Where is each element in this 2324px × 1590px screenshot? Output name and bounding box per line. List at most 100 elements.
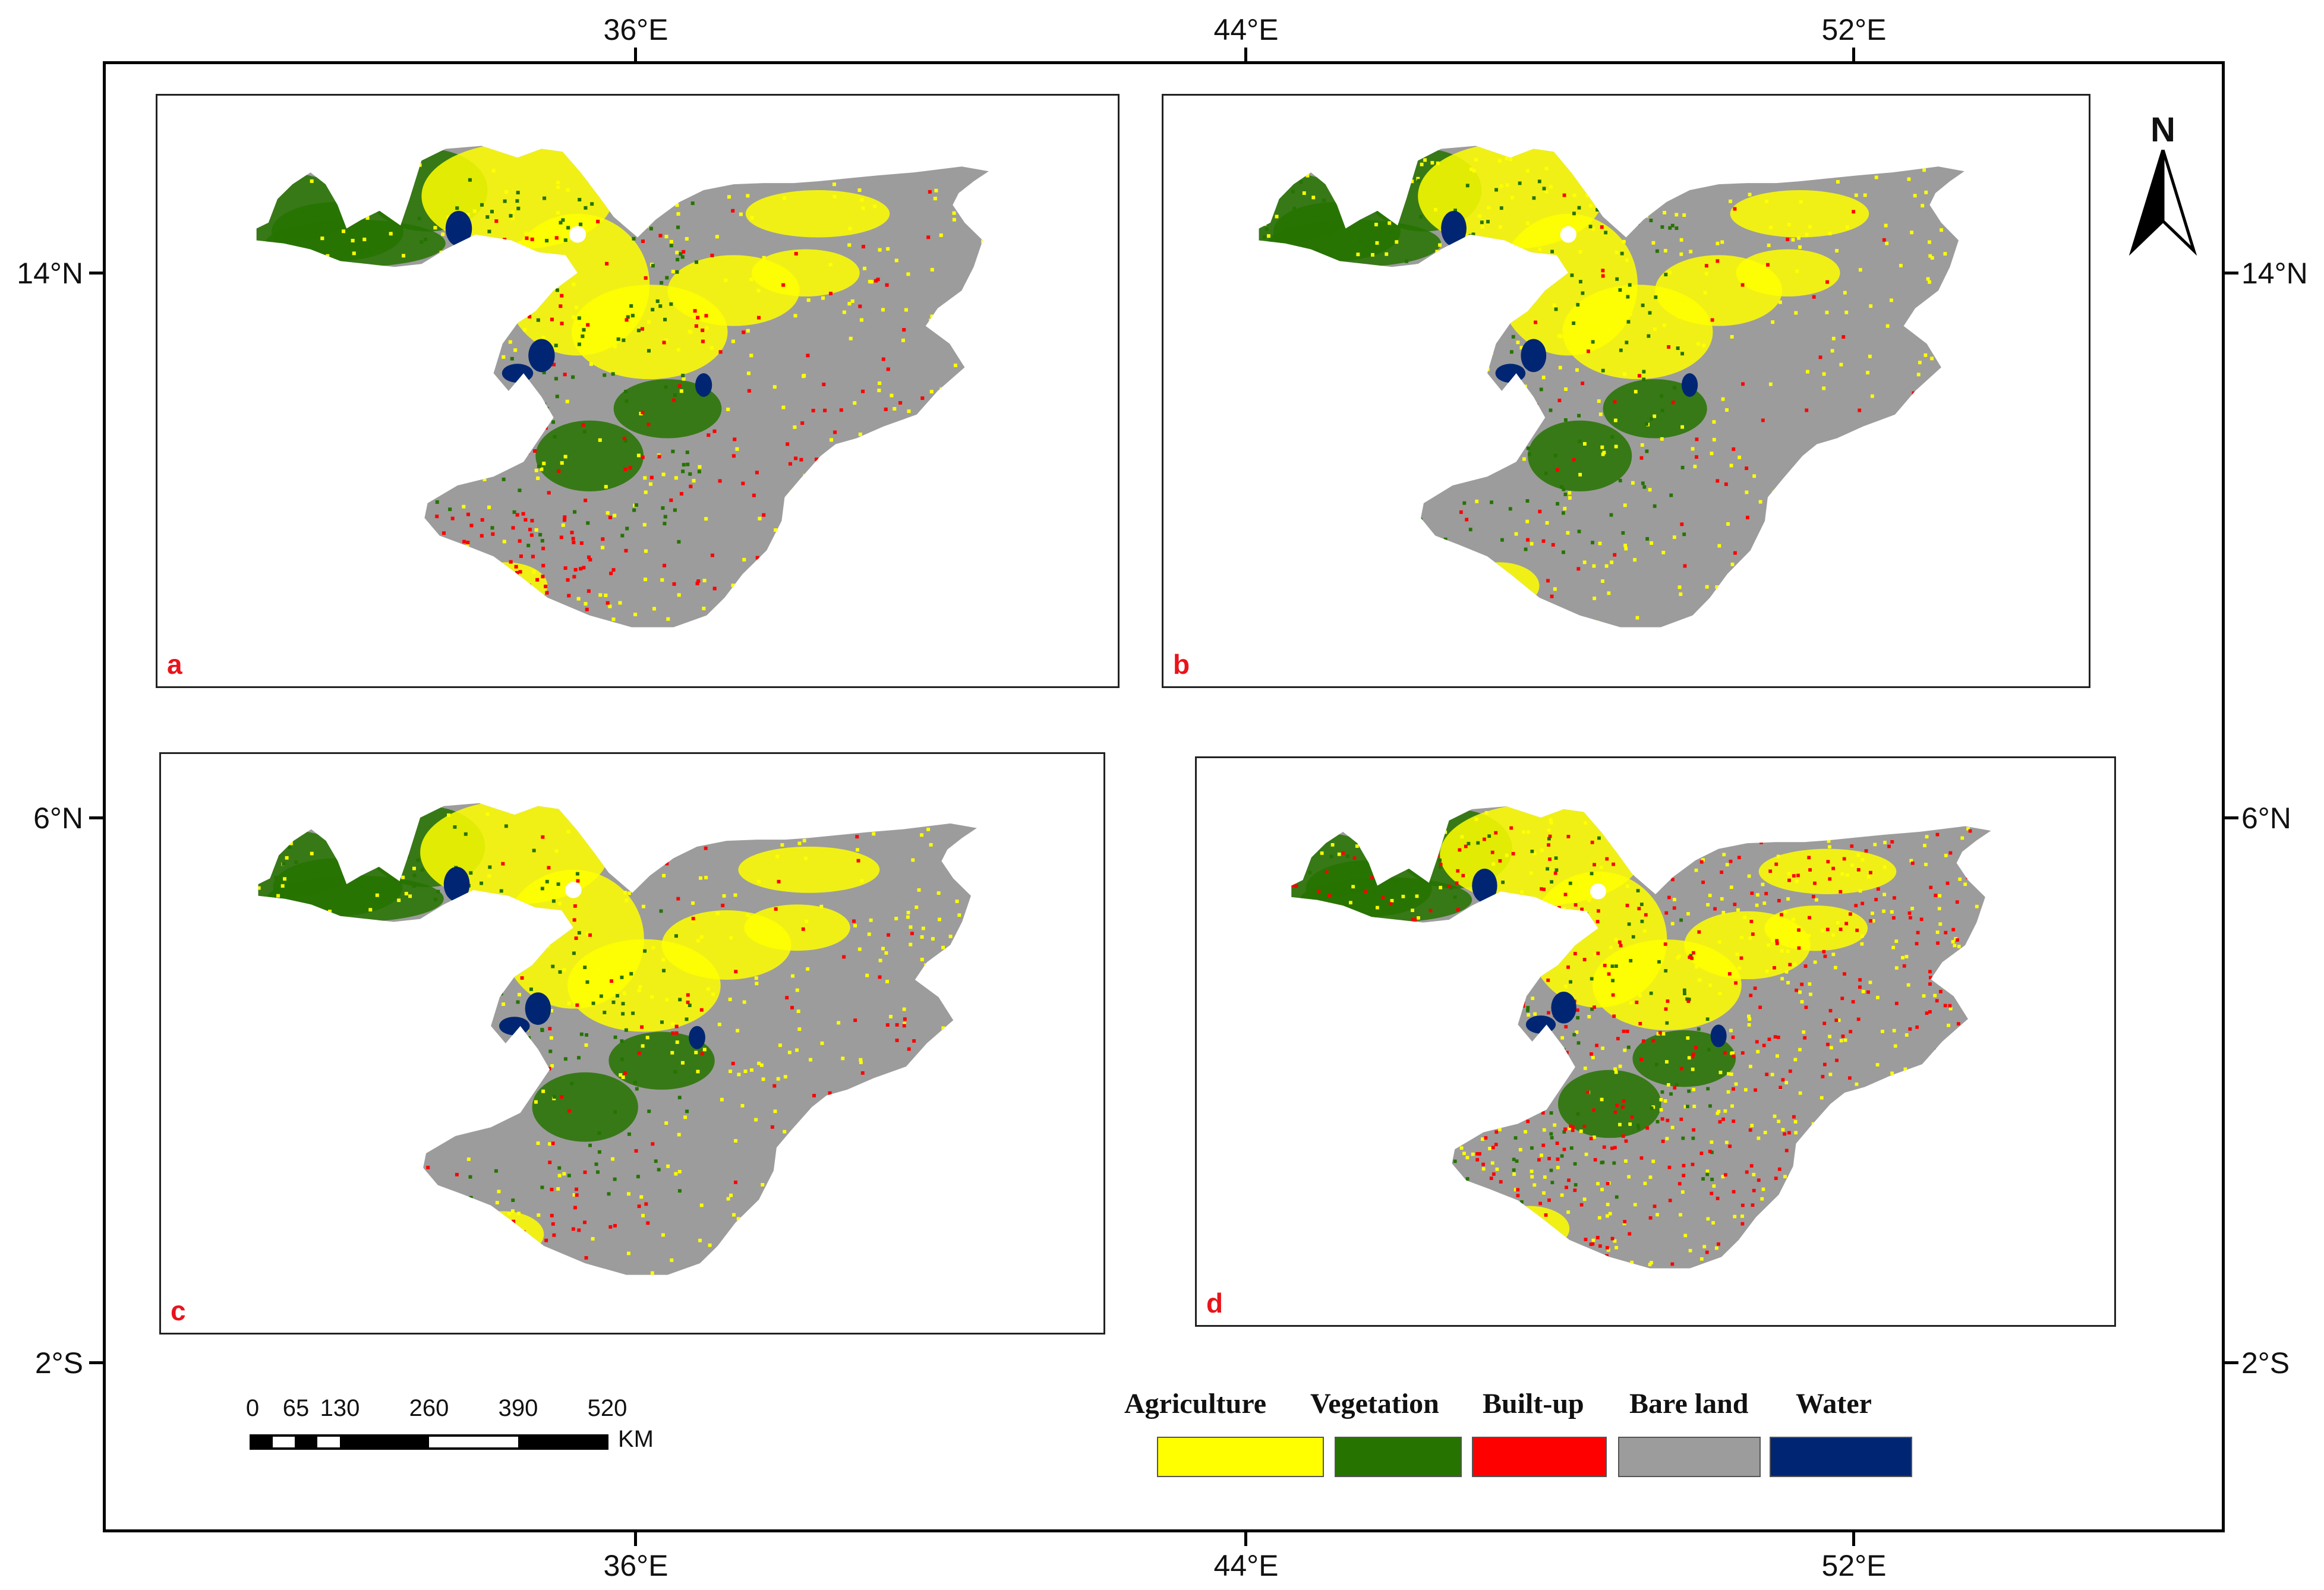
built-up-pixel	[1745, 1253, 1749, 1256]
agriculture-pixel	[360, 988, 364, 992]
agriculture-pixel	[1315, 995, 1319, 999]
built-up-pixel	[822, 382, 826, 386]
agriculture-pixel	[934, 188, 938, 193]
built-up-pixel	[1671, 400, 1675, 405]
agriculture-pixel	[1951, 940, 1955, 944]
vegetation-pixel	[1649, 219, 1653, 223]
built-up-pixel	[1784, 1218, 1788, 1222]
vegetation-pixel	[329, 380, 333, 384]
agriculture-pixel	[1960, 1188, 1964, 1192]
built-up-pixel	[1317, 889, 1321, 894]
agriculture-pixel	[909, 942, 913, 947]
agriculture-pixel	[1825, 310, 1829, 314]
built-up-pixel	[457, 562, 461, 566]
built-up-pixel	[1371, 1056, 1376, 1060]
map-frame	[103, 61, 2225, 1532]
built-up-pixel	[1456, 869, 1460, 873]
agriculture-pixel	[1912, 539, 1916, 543]
vegetation-pixel	[588, 1143, 592, 1147]
built-up-pixel	[1516, 1188, 1520, 1192]
agriculture-pixel	[1806, 1252, 1809, 1256]
agriculture-pixel	[1702, 1245, 1707, 1249]
built-up-pixel	[554, 236, 559, 240]
built-up-pixel	[616, 182, 620, 186]
built-up-pixel	[1668, 866, 1672, 870]
built-up-pixel	[1734, 981, 1738, 985]
vegetation-pixel	[265, 461, 269, 465]
agriculture-pixel	[1718, 1071, 1723, 1074]
agriculture-pixel	[441, 232, 445, 236]
agriculture-pixel	[1811, 1122, 1815, 1126]
agriculture-pixel	[806, 967, 810, 971]
built-up-pixel	[1418, 848, 1421, 851]
vegetation-pixel	[1375, 971, 1379, 975]
built-up-pixel	[1481, 1199, 1485, 1203]
built-up-pixel	[1543, 1097, 1547, 1101]
vegetation-pixel	[647, 1109, 651, 1113]
agriculture-pixel	[1623, 503, 1627, 507]
vegetation-pixel	[1397, 1048, 1401, 1052]
agriculture-pixel	[1868, 1257, 1872, 1260]
agriculture-pixel	[1850, 863, 1854, 867]
vegetation-pixel	[1628, 283, 1632, 287]
agriculture-pixel	[273, 1258, 278, 1263]
built-up-pixel	[1942, 1224, 1946, 1228]
vegetation-pixel	[374, 900, 378, 904]
built-up-pixel	[586, 555, 591, 559]
vegetation-pixel	[295, 1081, 299, 1084]
agriculture-pixel	[623, 818, 627, 822]
vegetation-pixel	[1479, 984, 1483, 988]
agriculture-pixel	[1556, 1166, 1560, 1169]
agriculture-pixel	[1434, 1253, 1438, 1257]
built-up-pixel	[1776, 1200, 1780, 1204]
agriculture-pixel	[1526, 221, 1530, 225]
built-up-pixel	[1544, 1213, 1548, 1217]
agriculture-pixel	[1582, 560, 1587, 564]
vegetation-pixel	[1621, 851, 1625, 855]
vegetation-pixel	[367, 248, 371, 253]
vegetation-pixel	[1292, 206, 1296, 210]
vegetation-pixel	[406, 319, 411, 323]
built-up-pixel	[548, 1027, 552, 1031]
agriculture-pixel	[863, 580, 867, 584]
agriculture-pixel	[965, 410, 969, 414]
agriculture-pixel	[739, 212, 743, 216]
agriculture-pixel	[1868, 625, 1872, 627]
agriculture-pixel	[502, 1002, 506, 1006]
agriculture-pixel	[1941, 488, 1945, 493]
agriculture-pixel	[1460, 835, 1464, 839]
agriculture-pixel	[1494, 940, 1499, 944]
agriculture-pixel	[1651, 241, 1656, 245]
agriculture-pixel	[1474, 817, 1478, 821]
agriculture-pixel	[367, 335, 371, 339]
built-up-pixel	[1814, 1247, 1818, 1251]
vegetation-pixel	[313, 1061, 317, 1065]
agriculture-pixel	[582, 999, 586, 1004]
built-up-pixel	[1705, 1250, 1709, 1254]
agriculture-pixel	[1894, 1150, 1899, 1153]
agriculture-pixel	[704, 876, 708, 879]
vegetation-patch	[1528, 420, 1632, 491]
lon-label-bottom-44e: 44°E	[1213, 1549, 1279, 1582]
agriculture-pixel	[1329, 1024, 1333, 1029]
agriculture-pixel	[289, 841, 293, 846]
built-up-pixel	[1716, 479, 1720, 483]
built-up-pixel	[794, 252, 798, 255]
vegetation-pixel	[1421, 1056, 1425, 1060]
agriculture-pixel	[1478, 1027, 1481, 1031]
agriculture-pixel	[1693, 465, 1697, 469]
built-up-pixel	[1481, 914, 1485, 919]
agriculture-pixel	[541, 335, 545, 339]
built-up-pixel	[466, 512, 471, 516]
agriculture-pixel	[789, 581, 793, 585]
agriculture-pixel	[1294, 932, 1298, 936]
agriculture-pixel	[1606, 1203, 1610, 1207]
built-up-pixel	[712, 586, 717, 591]
agriculture-pixel	[1272, 357, 1276, 361]
built-up-pixel	[1724, 482, 1728, 486]
built-up-pixel	[1828, 877, 1832, 881]
agriculture-pixel	[1406, 520, 1410, 525]
agriculture-pixel	[1435, 250, 1439, 254]
agriculture-pixel	[562, 968, 566, 972]
built-up-pixel	[1732, 447, 1736, 451]
